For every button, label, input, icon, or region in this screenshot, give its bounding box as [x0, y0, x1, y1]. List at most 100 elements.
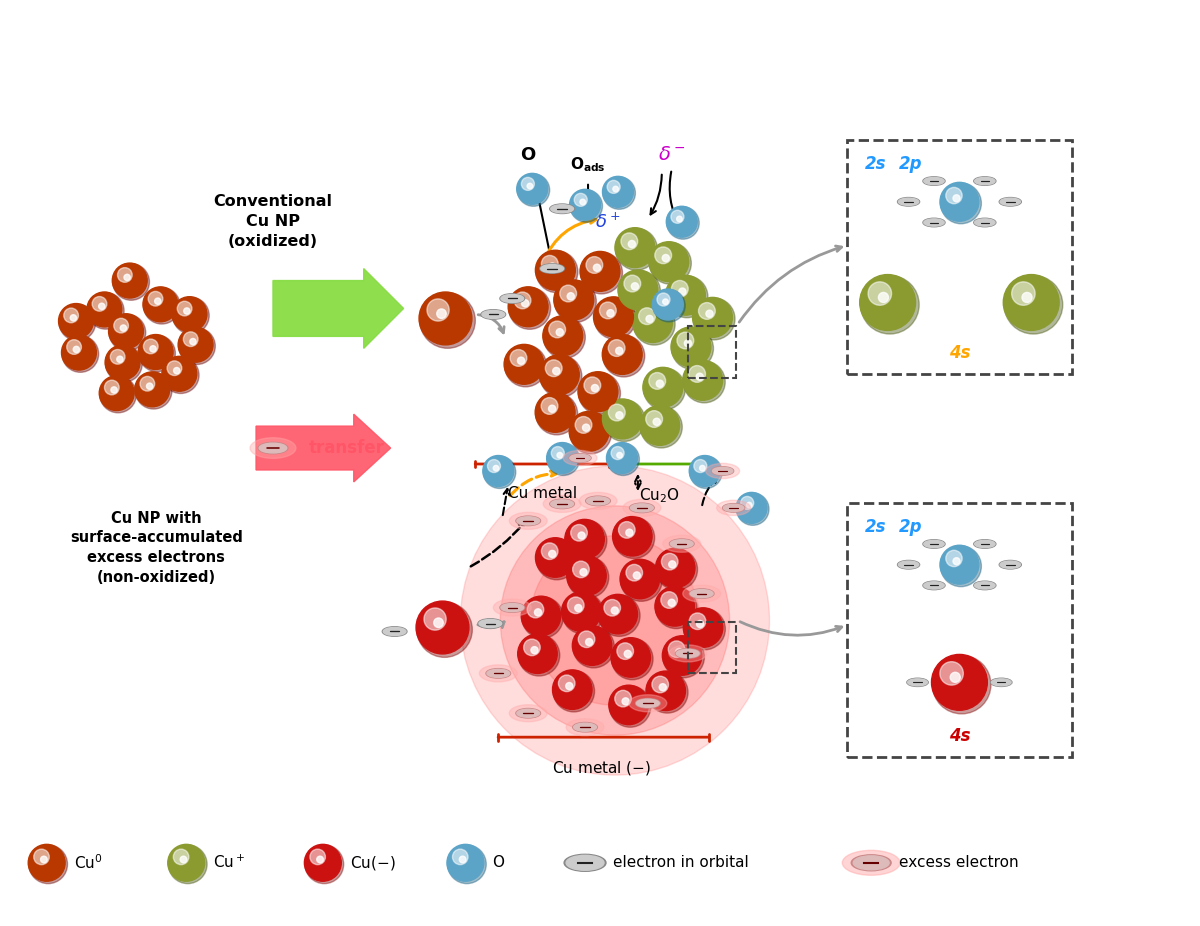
Text: Cu NP with
surface-accumulated
excess electrons
(non-oxidized): Cu NP with surface-accumulated excess el… [70, 510, 242, 585]
Text: 2s: 2s [865, 155, 887, 173]
Circle shape [190, 339, 196, 344]
Circle shape [662, 255, 670, 262]
Circle shape [611, 607, 618, 614]
Circle shape [116, 357, 124, 362]
Circle shape [624, 275, 641, 292]
Circle shape [668, 599, 676, 607]
Ellipse shape [842, 850, 900, 875]
Circle shape [932, 656, 991, 714]
Circle shape [554, 281, 596, 322]
Ellipse shape [898, 560, 919, 569]
Circle shape [611, 638, 650, 677]
Circle shape [566, 556, 606, 595]
Circle shape [522, 300, 529, 307]
Circle shape [1012, 282, 1036, 306]
Ellipse shape [569, 454, 592, 462]
Ellipse shape [550, 204, 575, 214]
Circle shape [696, 373, 703, 381]
Circle shape [646, 316, 653, 322]
Circle shape [174, 368, 180, 374]
Circle shape [618, 270, 660, 312]
Circle shape [599, 594, 640, 636]
Circle shape [656, 549, 697, 590]
Circle shape [614, 228, 655, 268]
Text: Conventional
Cu NP
(oxidized): Conventional Cu NP (oxidized) [214, 194, 332, 249]
Circle shape [541, 256, 558, 272]
Circle shape [617, 453, 623, 458]
Circle shape [610, 686, 650, 727]
Circle shape [662, 299, 668, 305]
Circle shape [545, 360, 562, 377]
Circle shape [109, 314, 145, 351]
Circle shape [305, 845, 343, 883]
Circle shape [607, 443, 640, 475]
Circle shape [106, 345, 140, 380]
Circle shape [484, 456, 516, 488]
Circle shape [146, 383, 152, 389]
Circle shape [649, 372, 666, 389]
Circle shape [634, 303, 676, 345]
Text: excess electron: excess electron [899, 856, 1019, 870]
Circle shape [548, 406, 556, 412]
Ellipse shape [898, 197, 919, 206]
Circle shape [575, 417, 592, 433]
Circle shape [539, 355, 580, 394]
Circle shape [124, 274, 131, 281]
FancyBboxPatch shape [847, 503, 1072, 757]
Circle shape [560, 285, 576, 302]
Ellipse shape [974, 582, 996, 590]
Circle shape [860, 275, 919, 334]
Ellipse shape [991, 678, 1012, 686]
Circle shape [1003, 275, 1060, 331]
Text: $\delta^+$: $\delta^+$ [595, 212, 620, 232]
Circle shape [602, 176, 634, 207]
Circle shape [168, 845, 208, 883]
Circle shape [73, 346, 79, 353]
Ellipse shape [907, 679, 928, 686]
Text: O$_{\mathregular{ads}}$: O$_{\mathregular{ads}}$ [570, 156, 606, 174]
Circle shape [694, 459, 707, 472]
Circle shape [504, 344, 544, 384]
Text: transfer: transfer [308, 439, 385, 457]
Ellipse shape [851, 855, 892, 870]
Circle shape [656, 293, 670, 306]
Circle shape [416, 601, 469, 654]
Circle shape [419, 292, 472, 344]
Circle shape [666, 276, 708, 318]
Circle shape [542, 316, 583, 356]
Circle shape [683, 607, 722, 647]
Ellipse shape [570, 455, 590, 462]
Ellipse shape [479, 619, 502, 628]
Circle shape [667, 206, 700, 239]
Circle shape [179, 328, 215, 365]
Circle shape [602, 335, 644, 377]
Circle shape [620, 559, 660, 599]
Circle shape [424, 608, 446, 631]
Circle shape [616, 229, 658, 270]
Circle shape [553, 368, 560, 375]
Circle shape [696, 620, 703, 628]
Ellipse shape [974, 178, 995, 184]
FancyBboxPatch shape [847, 140, 1072, 374]
Circle shape [684, 608, 725, 650]
Ellipse shape [636, 699, 659, 707]
Polygon shape [272, 269, 403, 348]
Circle shape [530, 536, 700, 706]
Circle shape [612, 638, 653, 680]
Circle shape [676, 648, 683, 656]
Circle shape [631, 282, 638, 290]
Circle shape [655, 586, 695, 626]
Circle shape [616, 347, 623, 355]
Circle shape [677, 216, 683, 221]
Circle shape [655, 548, 695, 588]
Ellipse shape [259, 444, 287, 453]
Circle shape [184, 332, 198, 346]
Circle shape [604, 599, 620, 616]
Circle shape [672, 328, 714, 369]
Ellipse shape [974, 219, 996, 227]
Circle shape [666, 206, 697, 237]
Circle shape [155, 298, 161, 305]
Ellipse shape [500, 294, 524, 303]
Ellipse shape [924, 541, 944, 547]
Circle shape [568, 597, 584, 614]
